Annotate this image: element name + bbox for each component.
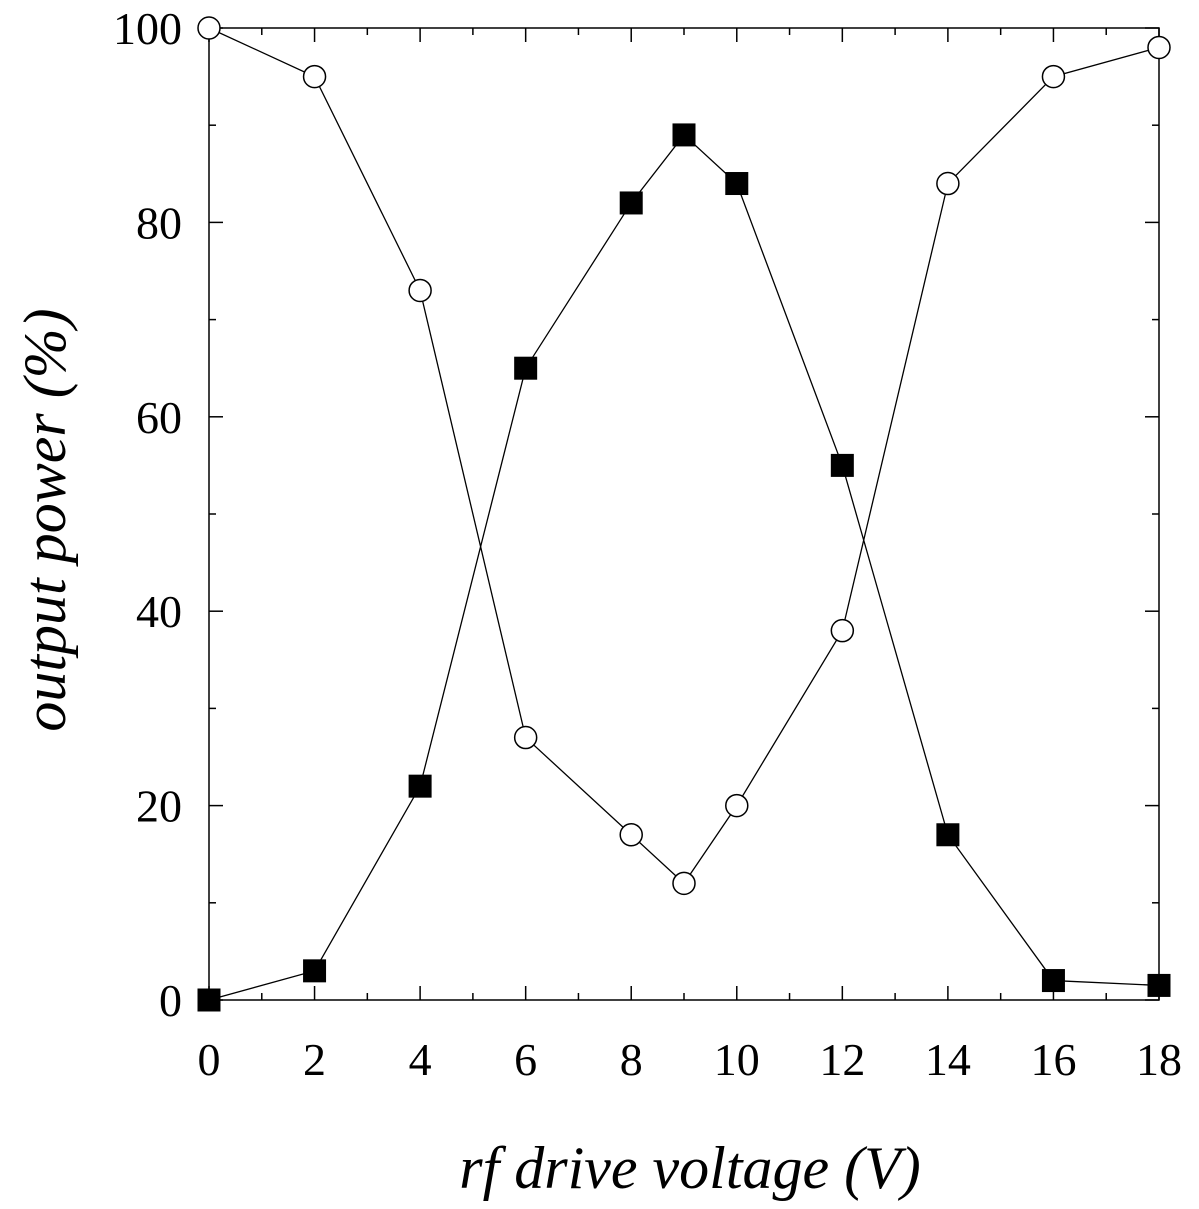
y-tick-label: 80 (136, 197, 182, 248)
data-point-square (197, 988, 221, 1012)
x-axis-title: rf drive voltage (V) (459, 1135, 921, 1201)
x-tick-label: 18 (1136, 1034, 1182, 1085)
data-point-circle (830, 618, 855, 643)
x-tick-label: 2 (303, 1034, 326, 1085)
x-tick-label: 14 (925, 1034, 971, 1085)
data-point-circle (1147, 35, 1171, 60)
data-point-square (303, 959, 327, 983)
data-point-circle (302, 64, 327, 89)
y-axis-title: output power (%) (12, 308, 78, 731)
data-point-square (672, 123, 696, 147)
data-point-circle (197, 16, 221, 40)
data-point-square (1041, 969, 1065, 993)
data-point-square (514, 356, 538, 380)
x-tick-label: 6 (514, 1034, 537, 1085)
data-point-circle (619, 823, 643, 847)
data-point-circle (672, 871, 696, 896)
series-line-2 (208, 133, 1160, 1001)
series-line-1 (208, 27, 1160, 885)
series-lines (208, 27, 1160, 1001)
data-point-circle (725, 793, 749, 818)
data-point-square (619, 191, 643, 215)
y-tick-label: 60 (136, 392, 182, 443)
y-tick-label: 40 (136, 586, 182, 637)
x-tick-label: 4 (409, 1034, 432, 1085)
data-point-circle (936, 171, 960, 196)
data-point-square (725, 172, 749, 196)
y-tick-label: 20 (136, 781, 182, 832)
x-tick-labels: 0 2 4 6 8 10 12 14 16 18 (198, 1034, 1183, 1085)
y-tick-label: 100 (113, 3, 182, 54)
data-point-square (408, 774, 432, 798)
x-tick-label: 8 (620, 1034, 643, 1085)
x-tick-label: 0 (198, 1034, 221, 1085)
data-point-square (936, 823, 960, 847)
data-point-square (830, 453, 854, 477)
x-tick-label: 16 (1030, 1034, 1076, 1085)
axis-ticks (208, 27, 1160, 1001)
series-markers (197, 16, 1171, 1012)
data-point-square (1147, 973, 1171, 997)
data-point-circle (408, 278, 432, 303)
x-tick-label: 12 (819, 1034, 865, 1085)
y-tick-labels: 0 20 40 60 80 100 (113, 3, 182, 1026)
plot-frame (208, 27, 1160, 1001)
data-point-circle (513, 725, 538, 750)
x-tick-label: 10 (714, 1034, 760, 1085)
y-tick-label: 0 (159, 975, 182, 1026)
data-point-circle (1041, 64, 1066, 89)
